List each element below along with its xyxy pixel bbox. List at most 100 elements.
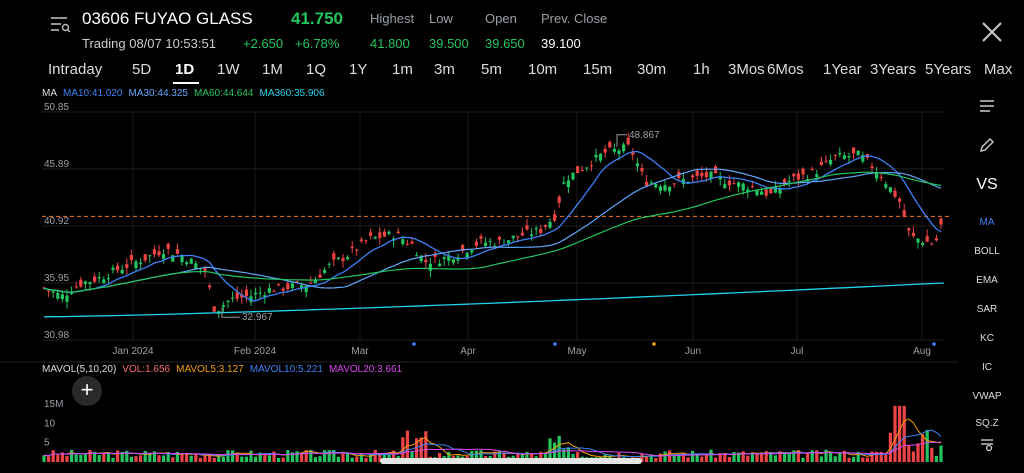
price-chart[interactable]: 50.85 45.89 40.92 35.95 30.98 Jan 2024 Feb 202… bbox=[0, 100, 958, 473]
volume-bar bbox=[819, 456, 823, 462]
sidebar-item-ic[interactable]: IC bbox=[982, 362, 992, 373]
tab-3mos[interactable]: 3Mos bbox=[728, 61, 765, 78]
candle-body bbox=[79, 279, 83, 287]
event-marker bbox=[652, 342, 656, 346]
close-icon[interactable] bbox=[978, 18, 1006, 46]
candle-body bbox=[309, 282, 313, 284]
tab-10m[interactable]: 10m bbox=[528, 61, 558, 78]
tab-6mos[interactable]: 6Mos bbox=[767, 61, 804, 78]
tab-5m[interactable]: 5m bbox=[481, 61, 502, 78]
volume-bar bbox=[447, 451, 451, 462]
candle-body bbox=[654, 183, 658, 188]
volume-bar bbox=[318, 456, 322, 462]
candle-body bbox=[120, 269, 124, 274]
tab-5d[interactable]: 5D bbox=[132, 61, 152, 78]
tab-intraday[interactable]: Intraday bbox=[48, 61, 103, 78]
tab-1m[interactable]: 1m bbox=[392, 61, 413, 78]
tab-5years[interactable]: 5Years bbox=[925, 61, 972, 78]
sidebar-item-vwap[interactable]: VWAP bbox=[972, 391, 1002, 402]
volume-bar bbox=[56, 454, 60, 462]
volume-bar bbox=[272, 451, 276, 462]
list-icon[interactable] bbox=[960, 98, 1014, 117]
sidebar-item-ema[interactable]: EMA bbox=[976, 275, 998, 286]
candle-body bbox=[42, 287, 46, 289]
volume-bar bbox=[336, 456, 340, 462]
stat-open-label: Open bbox=[485, 11, 517, 26]
candle-body bbox=[484, 242, 488, 246]
volume-bar bbox=[718, 453, 722, 462]
tab-3years[interactable]: 3Years bbox=[870, 61, 917, 78]
candle-body bbox=[787, 180, 791, 182]
volume-bar bbox=[907, 445, 911, 462]
candle-body bbox=[102, 279, 106, 284]
volume-bar bbox=[373, 449, 377, 462]
volume-bar bbox=[125, 450, 129, 462]
volume-bar bbox=[921, 434, 925, 462]
tab-1d[interactable]: 1D bbox=[175, 61, 195, 78]
tab-1y[interactable]: 1Y bbox=[349, 61, 368, 78]
candle-body bbox=[622, 144, 626, 152]
tab-1q[interactable]: 1Q bbox=[306, 61, 327, 78]
candle-body bbox=[548, 221, 552, 228]
candle-body bbox=[888, 187, 892, 193]
mavol5-line bbox=[43, 418, 942, 458]
candle-body bbox=[267, 288, 271, 293]
sidebar-item-sar[interactable]: SAR bbox=[976, 304, 998, 315]
candle-body bbox=[700, 172, 704, 177]
sidebar-item-ma[interactable]: MA bbox=[979, 217, 995, 228]
candle-body bbox=[125, 264, 129, 268]
candle-body bbox=[695, 170, 699, 176]
volume-bar bbox=[405, 430, 409, 462]
sidebar-item-kc[interactable]: KC bbox=[980, 333, 994, 344]
high-annotation: 48.867 bbox=[629, 130, 660, 141]
volume-bar bbox=[106, 452, 110, 462]
tab-1w[interactable]: 1W bbox=[217, 61, 240, 78]
volume-bar bbox=[723, 453, 727, 462]
tab-1year[interactable]: 1Year bbox=[823, 61, 862, 78]
tab-1m[interactable]: 1M bbox=[262, 61, 283, 78]
candle-body bbox=[769, 187, 773, 194]
tab-1h[interactable]: 1h bbox=[693, 61, 710, 78]
compare-vs-button[interactable]: VS bbox=[976, 176, 998, 193]
volume-bar bbox=[70, 449, 74, 462]
candle-body bbox=[249, 296, 253, 303]
candle-body bbox=[451, 259, 455, 263]
candle-body bbox=[824, 160, 828, 162]
volume-bar bbox=[479, 450, 483, 462]
candle-body bbox=[139, 262, 143, 265]
volume-bar bbox=[474, 450, 478, 462]
settings-icon[interactable] bbox=[960, 436, 1014, 455]
candle-body bbox=[428, 263, 432, 271]
sidebar-item-boll[interactable]: BOLL bbox=[974, 246, 1000, 257]
tab-30m[interactable]: 30m bbox=[637, 61, 667, 78]
volume-bar bbox=[898, 405, 902, 462]
pencil-icon[interactable] bbox=[960, 136, 1014, 157]
candle-body bbox=[332, 253, 336, 260]
candle-body bbox=[180, 256, 184, 263]
active-tab-underline bbox=[173, 82, 199, 84]
tab-15m[interactable]: 15m bbox=[583, 61, 613, 78]
volume-bar bbox=[530, 453, 534, 462]
candle-body bbox=[51, 291, 55, 293]
volume-bar bbox=[916, 443, 920, 462]
volume-bar bbox=[764, 450, 768, 462]
ma-legend-item-3: MA60:44.644 bbox=[194, 88, 254, 99]
candle-body bbox=[373, 236, 377, 239]
volume-bar bbox=[424, 431, 428, 462]
candle-body bbox=[691, 175, 695, 178]
volume-bar bbox=[520, 453, 524, 462]
volume-bar bbox=[783, 452, 787, 462]
volume-bar bbox=[129, 456, 133, 462]
tab-max[interactable]: Max bbox=[984, 61, 1013, 78]
add-indicator-button[interactable]: + bbox=[72, 376, 102, 406]
tab-3m[interactable]: 3m bbox=[434, 61, 455, 78]
volume-bar bbox=[208, 455, 212, 462]
candle-body bbox=[746, 189, 750, 193]
menu-icon[interactable] bbox=[48, 12, 72, 36]
candle-body bbox=[116, 265, 120, 271]
candle-body bbox=[152, 249, 156, 255]
volume-bar bbox=[939, 445, 943, 462]
mavol-legend-item-1: VOL:1.656 bbox=[122, 364, 171, 375]
sidebar-item-sqz[interactable]: SQ.Z bbox=[975, 418, 999, 429]
volume-bar bbox=[750, 453, 754, 462]
